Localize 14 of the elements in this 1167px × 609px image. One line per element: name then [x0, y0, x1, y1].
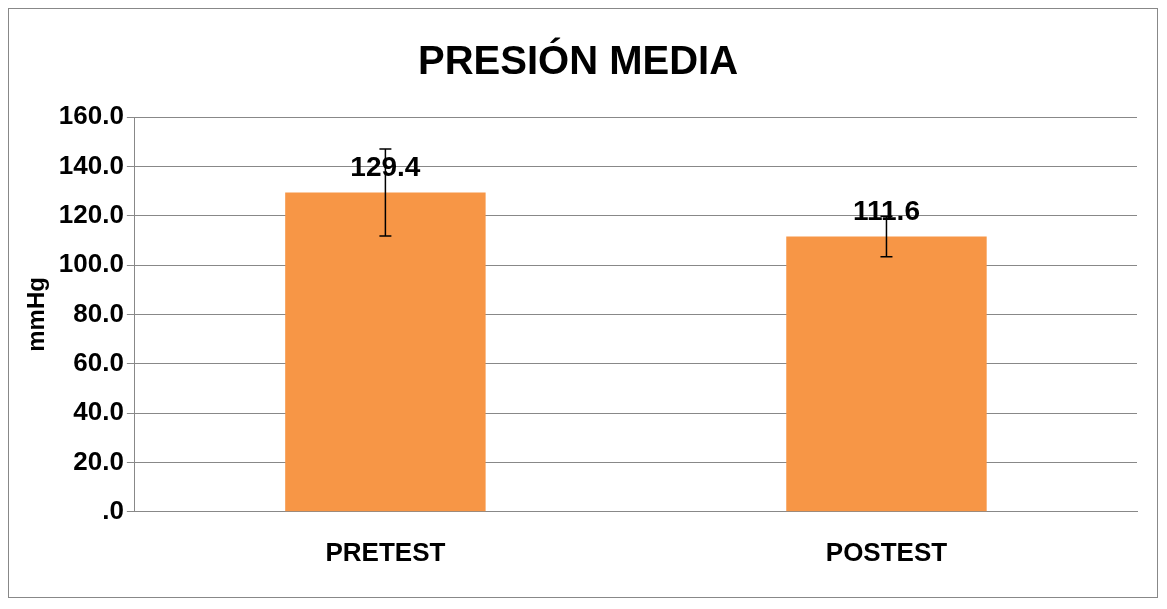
- y-tick-label: 80.0: [73, 297, 124, 328]
- y-axis-title: mmHg: [22, 277, 50, 352]
- y-tick-label: 100.0: [58, 248, 124, 279]
- chart-title: PRESIÓN MEDIA: [417, 37, 739, 83]
- y-tick-label: 120.0: [58, 198, 124, 229]
- y-tick-label: 160.0: [58, 100, 124, 131]
- x-tick-label: PRETEST: [325, 536, 446, 567]
- y-tick-label: .0: [102, 494, 124, 525]
- x-tick-label: POSTEST: [825, 536, 948, 567]
- y-tick-label: 60.0: [73, 346, 124, 377]
- y-tick-label: 40.0: [73, 396, 124, 427]
- y-tick-label: 20.0: [73, 445, 124, 476]
- y-tick-label: 140.0: [58, 149, 124, 180]
- data-label: 111.6: [852, 195, 920, 227]
